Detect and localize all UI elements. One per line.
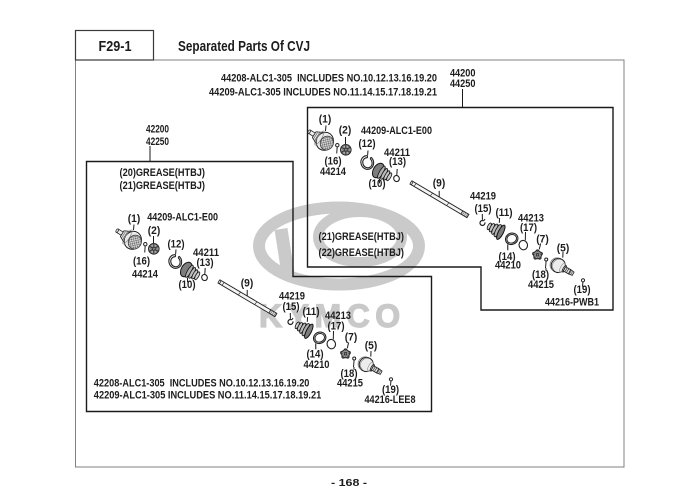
svg-text:(5): (5) [365, 340, 378, 352]
svg-text:- 168 -: - 168 - [331, 477, 368, 489]
svg-text:(2): (2) [148, 225, 161, 237]
svg-text:44209-ALC1-E00: 44209-ALC1-E00 [147, 211, 218, 223]
svg-text:(17): (17) [328, 321, 345, 333]
svg-text:(13): (13) [197, 257, 214, 269]
svg-text:44210: 44210 [495, 260, 521, 272]
svg-text:(15): (15) [475, 203, 492, 215]
svg-text:(10): (10) [369, 178, 386, 190]
svg-text:42209-ALC1-305 INCLUDES NO.11.: 42209-ALC1-305 INCLUDES NO.11.14.15.17.1… [94, 390, 321, 402]
svg-text:Separated Parts Of CVJ: Separated Parts Of CVJ [178, 39, 310, 55]
svg-text:F29-1: F29-1 [99, 39, 132, 55]
svg-text:44214: 44214 [320, 166, 346, 178]
svg-text:44219: 44219 [279, 291, 305, 303]
svg-text:(12): (12) [359, 138, 376, 150]
svg-text:(1): (1) [319, 114, 332, 126]
svg-text:44216-LEE8: 44216-LEE8 [365, 394, 416, 406]
svg-text:(12): (12) [168, 239, 185, 251]
svg-text:(1): (1) [128, 213, 141, 225]
svg-text:44215: 44215 [337, 378, 363, 390]
svg-text:(9): (9) [433, 178, 446, 190]
svg-text:(15): (15) [283, 301, 300, 313]
svg-text:(14): (14) [307, 349, 324, 361]
svg-text:(22)GREASE(HTBJ): (22)GREASE(HTBJ) [319, 247, 405, 259]
svg-text:(5): (5) [557, 243, 570, 255]
svg-text:(10): (10) [179, 279, 196, 291]
svg-text:(16): (16) [325, 156, 342, 168]
svg-text:44211: 44211 [384, 147, 410, 159]
svg-text:44250: 44250 [450, 78, 476, 90]
svg-text:(14): (14) [499, 251, 516, 263]
svg-text:(18): (18) [532, 269, 549, 281]
svg-text:(21)GREASE(HTBJ): (21)GREASE(HTBJ) [120, 180, 206, 192]
svg-text:44215: 44215 [528, 279, 554, 291]
svg-text:44211: 44211 [193, 247, 219, 259]
svg-text:42250: 42250 [146, 136, 169, 148]
svg-text:(21)GREASE(HTBJ): (21)GREASE(HTBJ) [319, 231, 405, 243]
svg-text:(2): (2) [339, 125, 352, 137]
svg-text:(17): (17) [520, 222, 537, 234]
svg-text:44209-ALC1-305 INCLUDES NO.11.: 44209-ALC1-305 INCLUDES NO.11.14.15.17.1… [209, 86, 437, 98]
svg-text:(20)GREASE(HTBJ): (20)GREASE(HTBJ) [120, 167, 206, 179]
svg-text:(19): (19) [382, 384, 399, 396]
svg-text:(13): (13) [389, 156, 406, 168]
svg-text:44200: 44200 [450, 68, 476, 80]
svg-text:42208-ALC1-305 INCLUDES NO.10: 42208-ALC1-305 INCLUDES NO.10.12.13.16.1… [94, 377, 310, 389]
svg-text:KYMCO: KYMCO [259, 298, 406, 334]
svg-text:(11): (11) [303, 306, 320, 318]
svg-text:44213: 44213 [518, 213, 544, 225]
svg-text:(7): (7) [536, 234, 549, 246]
svg-text:(18): (18) [341, 368, 358, 380]
svg-text:44219: 44219 [470, 191, 496, 203]
svg-text:(9): (9) [241, 277, 254, 289]
svg-text:44209-ALC1-E00: 44209-ALC1-E00 [361, 125, 432, 137]
svg-text:(16): (16) [133, 256, 150, 268]
svg-text:(11): (11) [496, 207, 513, 219]
svg-text:44214: 44214 [132, 269, 158, 281]
svg-text:42200: 42200 [146, 124, 169, 136]
svg-text:44213: 44213 [325, 310, 351, 322]
svg-text:(7): (7) [345, 332, 358, 344]
svg-text:44216-PWB1: 44216-PWB1 [545, 297, 599, 309]
svg-text:(19): (19) [574, 284, 591, 296]
svg-text:44208-ALC1-305 INCLUDES NO.10: 44208-ALC1-305 INCLUDES NO.10.12.13.16.1… [221, 73, 437, 85]
svg-text:44210: 44210 [304, 359, 330, 371]
